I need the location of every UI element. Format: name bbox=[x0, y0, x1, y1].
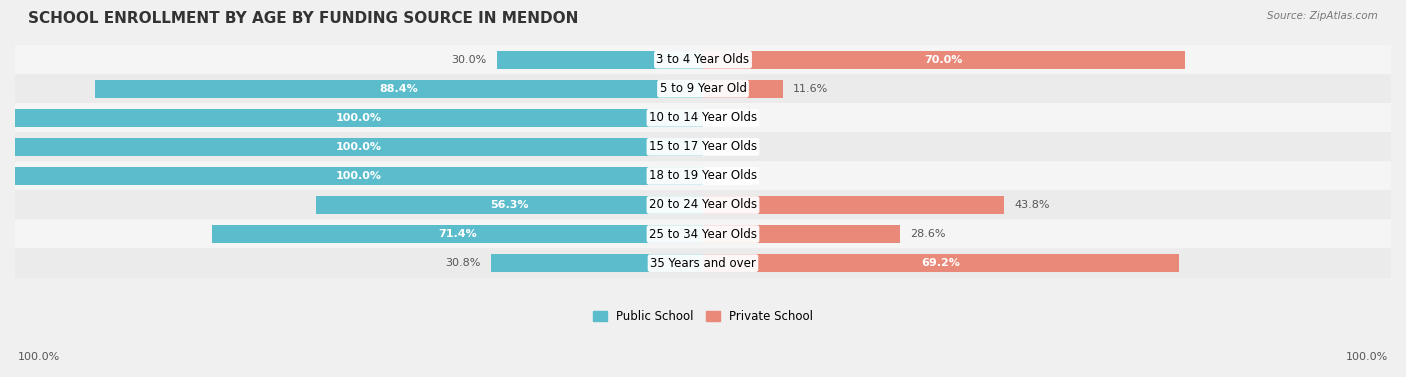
Bar bbox=[703, 254, 1180, 272]
Bar bbox=[703, 196, 1004, 214]
Text: 10 to 14 Year Olds: 10 to 14 Year Olds bbox=[650, 111, 756, 124]
Bar bbox=[15, 167, 703, 185]
Text: 100.0%: 100.0% bbox=[18, 352, 60, 362]
Text: 56.3%: 56.3% bbox=[491, 200, 529, 210]
Text: 30.0%: 30.0% bbox=[451, 55, 486, 65]
Text: 35 Years and over: 35 Years and over bbox=[650, 257, 756, 270]
Bar bbox=[703, 225, 900, 243]
FancyBboxPatch shape bbox=[15, 74, 1391, 104]
Text: 69.2%: 69.2% bbox=[921, 258, 960, 268]
Text: 3 to 4 Year Olds: 3 to 4 Year Olds bbox=[657, 53, 749, 66]
FancyBboxPatch shape bbox=[15, 161, 1391, 191]
Bar bbox=[212, 225, 703, 243]
Bar bbox=[496, 51, 703, 69]
Text: 25 to 34 Year Olds: 25 to 34 Year Olds bbox=[650, 228, 756, 241]
Text: 28.6%: 28.6% bbox=[910, 229, 946, 239]
Text: Source: ZipAtlas.com: Source: ZipAtlas.com bbox=[1267, 11, 1378, 21]
Text: 30.8%: 30.8% bbox=[446, 258, 481, 268]
Bar bbox=[15, 138, 703, 156]
Bar bbox=[15, 109, 703, 127]
Legend: Public School, Private School: Public School, Private School bbox=[593, 310, 813, 323]
Text: 100.0%: 100.0% bbox=[336, 142, 382, 152]
FancyBboxPatch shape bbox=[15, 132, 1391, 162]
Text: 5 to 9 Year Old: 5 to 9 Year Old bbox=[659, 82, 747, 95]
Text: 88.4%: 88.4% bbox=[380, 84, 418, 94]
Bar bbox=[703, 51, 1185, 69]
Text: 100.0%: 100.0% bbox=[336, 113, 382, 123]
Text: 18 to 19 Year Olds: 18 to 19 Year Olds bbox=[650, 169, 756, 182]
Text: SCHOOL ENROLLMENT BY AGE BY FUNDING SOURCE IN MENDON: SCHOOL ENROLLMENT BY AGE BY FUNDING SOUR… bbox=[28, 11, 578, 26]
FancyBboxPatch shape bbox=[15, 248, 1391, 278]
Bar bbox=[703, 80, 783, 98]
Text: 20 to 24 Year Olds: 20 to 24 Year Olds bbox=[650, 199, 756, 211]
FancyBboxPatch shape bbox=[15, 190, 1391, 220]
FancyBboxPatch shape bbox=[15, 45, 1391, 75]
FancyBboxPatch shape bbox=[15, 219, 1391, 249]
Text: 71.4%: 71.4% bbox=[439, 229, 477, 239]
Bar bbox=[316, 196, 703, 214]
Text: 100.0%: 100.0% bbox=[1346, 352, 1388, 362]
Text: 43.8%: 43.8% bbox=[1015, 200, 1050, 210]
FancyBboxPatch shape bbox=[15, 103, 1391, 133]
Text: 100.0%: 100.0% bbox=[336, 171, 382, 181]
Text: 70.0%: 70.0% bbox=[925, 55, 963, 65]
Text: 11.6%: 11.6% bbox=[793, 84, 828, 94]
Text: 15 to 17 Year Olds: 15 to 17 Year Olds bbox=[650, 140, 756, 153]
Bar bbox=[94, 80, 703, 98]
Bar bbox=[491, 254, 703, 272]
